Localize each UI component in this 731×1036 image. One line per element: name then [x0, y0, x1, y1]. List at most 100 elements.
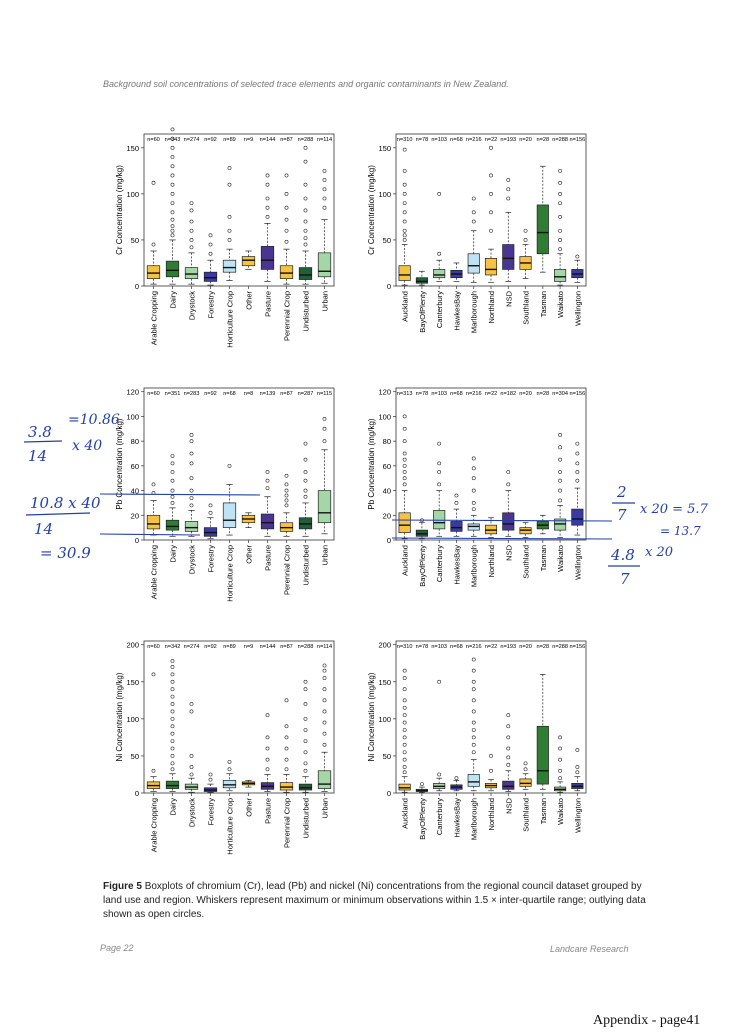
hand-note: 7 [617, 506, 627, 524]
category-label: Urban [321, 291, 330, 311]
outlier-point [170, 127, 175, 132]
outlier-point [265, 215, 270, 219]
outlier-point [471, 196, 476, 201]
outlier-point [322, 731, 327, 736]
box [279, 265, 294, 279]
count-label: n=20 [519, 137, 532, 143]
outlier-point [506, 746, 511, 751]
outlier-point [402, 233, 407, 238]
chart-svg: Ni Concentration (mg/kg) 0 50 100 150 200 n=31… [367, 640, 587, 840]
count-label: n=68 [450, 644, 463, 650]
outlier-point [471, 742, 476, 747]
outlier-point [303, 145, 308, 150]
count-label: n=9 [244, 137, 254, 143]
y-axis-label: Ni Concentration (mg/kg) [367, 672, 376, 761]
count-label: n=78 [416, 644, 429, 650]
category-label: Drystock [188, 798, 197, 827]
category-label: Perennial Crop [283, 291, 292, 341]
outlier-point [151, 672, 156, 677]
count-label: n=92 [204, 137, 217, 143]
count-label: n=60 [147, 644, 160, 650]
outlier-point [170, 201, 175, 205]
outlier-point [471, 698, 476, 703]
outlier-point [189, 238, 194, 242]
outlier-point [402, 720, 407, 725]
outlier-point [303, 236, 308, 240]
y-tick-label: 20 [131, 511, 139, 520]
outlier-point [471, 507, 476, 512]
outlier-point [227, 215, 232, 219]
outlier-point [489, 173, 493, 178]
count-label: n=8 [244, 391, 254, 397]
category-label: Undisturbed [302, 545, 311, 585]
outlier-point [437, 772, 442, 777]
box [502, 780, 515, 790]
outlier-point [170, 224, 175, 229]
outlier-point [471, 720, 476, 725]
count-label: n=216 [466, 137, 482, 143]
outlier-point [170, 659, 175, 663]
count-label: n=89 [223, 644, 236, 650]
category-label: Wellington [573, 291, 582, 326]
outlier-point [303, 494, 308, 499]
outlier-point [322, 426, 327, 431]
outlier-point [402, 713, 407, 718]
outlier-point [506, 178, 511, 182]
count-label: n=115 [317, 391, 332, 397]
count-label: n=288 [298, 644, 314, 650]
outlier-point [322, 720, 327, 725]
outlier-point [402, 698, 407, 703]
figure-caption: Figure 5 Boxplots of chromium (Cr), lead… [103, 880, 648, 922]
category-label: Pasture [264, 291, 273, 317]
category-label: Urban [321, 798, 330, 818]
outlier-point [322, 178, 327, 182]
category-label: Northland [487, 291, 496, 324]
outlier-point [303, 750, 308, 755]
y-tick-label: 200 [378, 641, 391, 650]
count-label: n=68 [223, 391, 236, 397]
outlier-point [575, 470, 580, 474]
outlier-point [402, 210, 407, 215]
outlier-point [284, 239, 289, 244]
hand-note: 4.8 [610, 546, 635, 564]
outlier-point [189, 208, 194, 213]
outlier-point [151, 768, 156, 773]
outlier-point [227, 767, 232, 772]
outlier-point [170, 488, 175, 493]
outlier-point [170, 702, 175, 706]
box [398, 783, 411, 791]
outlier-point [265, 470, 270, 474]
outlier-point [506, 724, 511, 729]
outlier-point [506, 482, 511, 487]
outlier-point [170, 665, 175, 669]
box [298, 783, 313, 791]
outlier-point [303, 768, 308, 773]
outlier-point [558, 247, 562, 252]
box [502, 244, 515, 270]
outlier-point [402, 476, 407, 481]
outlier-point [437, 470, 442, 474]
outlier-point [402, 439, 407, 444]
outlier-point [170, 478, 175, 483]
category-label: Tasman [539, 545, 548, 571]
count-label: n=20 [519, 391, 532, 397]
box [398, 265, 411, 281]
outlier-point [322, 663, 327, 668]
chart-ni-landuse: Ni Concentration (mg/kg) 0 50 100 150 200 n=60… [112, 631, 342, 861]
box [467, 774, 480, 787]
outlier-point [189, 245, 194, 250]
outlier-point [402, 668, 407, 673]
y-tick-label: 50 [131, 236, 139, 245]
y-tick-label: 0 [135, 536, 139, 545]
outlier-point [322, 196, 327, 201]
outlier-point [303, 159, 308, 164]
y-axis-label: Ni Concentration (mg/kg) [115, 672, 124, 761]
category-label: Other [245, 291, 254, 310]
outlier-point [558, 201, 562, 205]
box [519, 778, 532, 787]
outlier-point [402, 770, 407, 775]
count-label: n=103 [431, 137, 447, 143]
category-label: NSD [504, 290, 513, 306]
running-header: Background soil concentrations of select… [103, 79, 509, 89]
hand-note: x 40 [72, 438, 102, 454]
